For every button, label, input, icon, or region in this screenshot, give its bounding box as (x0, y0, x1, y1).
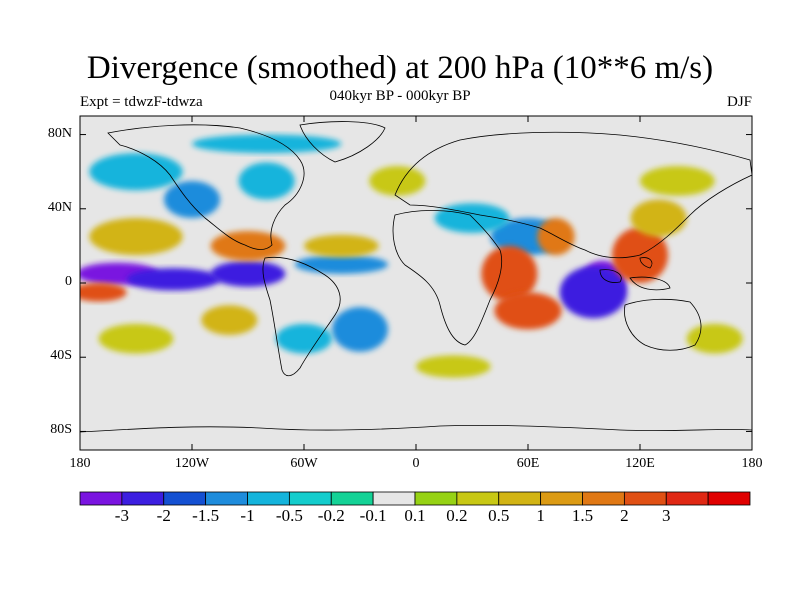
field-contour-28 (369, 166, 426, 196)
field-contour-27 (640, 166, 715, 196)
colorbar-label: 1 (536, 506, 545, 525)
colorbar-label: 3 (662, 506, 671, 525)
colorbar-label: -1 (240, 506, 255, 525)
field-contour-8 (559, 266, 627, 319)
field-contour-4 (164, 180, 220, 219)
coastline-africa (392, 210, 503, 346)
field-contour-17 (481, 245, 538, 302)
field-contour-10 (434, 203, 510, 233)
colorbar-swatch (79, 491, 123, 506)
colorbar-swatch (205, 491, 248, 506)
x-tick-label: 60W (290, 456, 318, 471)
field-contour-3 (294, 255, 389, 274)
colorbar-swatch (163, 491, 207, 506)
season-label: DJF (726, 94, 752, 110)
colorbar-swatch (582, 491, 625, 506)
field-contour-14 (210, 231, 286, 261)
y-tick-label: 80S (50, 422, 72, 438)
field-contour-21 (630, 199, 687, 237)
field-contour-6 (89, 153, 183, 191)
colorbar-label: 0.1 (404, 506, 426, 525)
colorbar-label: -3 (114, 506, 129, 525)
coastline-eurasia (394, 131, 752, 259)
x-tick-label: 120E (625, 456, 655, 471)
field-contour-24 (416, 355, 491, 378)
colorbar-label: 1.5 (571, 506, 594, 525)
colorbar-swatch (121, 491, 165, 506)
field-contour-11 (332, 307, 388, 352)
colorbar-label: -0.2 (317, 506, 345, 525)
plot-title: Divergence (smoothed) at 200 hPa (10**6 … (86, 50, 714, 86)
colorbar-swatch (665, 491, 709, 506)
y-tick-label: 0 (65, 274, 72, 289)
coastline-north-america (107, 124, 305, 250)
colorbar-swatch (414, 491, 458, 506)
x-tick-label: 60E (516, 456, 540, 471)
field-contour-13 (89, 218, 183, 256)
field-contour-18 (494, 292, 562, 330)
colorbar-swatch (372, 491, 416, 506)
colorbar-swatch (540, 491, 583, 506)
field-contour-12 (276, 323, 332, 354)
field-contour-5 (238, 162, 295, 200)
colorbar (79, 491, 751, 506)
colorbar-swatch (498, 491, 542, 506)
x-tick-label: 120W (174, 456, 210, 471)
x-tick-label: 180 (69, 456, 91, 471)
colorbar-label: 2 (620, 506, 629, 525)
field-contour-22 (201, 305, 258, 335)
field-contour-25 (686, 323, 743, 354)
experiment-label: Expt = tdwzF-tdwza (80, 94, 203, 110)
x-tick-label: 180 (741, 456, 763, 471)
y-tick-label: 80N (47, 125, 72, 141)
colorbar-swatch (247, 491, 290, 506)
y-tick-label: 40S (50, 348, 72, 364)
colorbar-label: -0.5 (275, 506, 303, 525)
coastline-antarctica (80, 424, 752, 433)
field-contour-23 (98, 323, 174, 354)
colorbar-swatch (623, 491, 667, 506)
colorbar-label: 0.2 (446, 506, 468, 525)
colorbar-swatch (288, 491, 332, 506)
colorbar-label: 0.5 (488, 506, 510, 525)
x-tick-label: 0 (412, 456, 420, 471)
field-contour-1 (126, 268, 220, 291)
field-contour-26 (192, 134, 342, 154)
coastline-australia (624, 298, 702, 351)
colorbar-swatch (456, 491, 500, 506)
field-contour-16 (80, 283, 127, 302)
colorbar-label: -1.5 (192, 506, 220, 525)
colorbar-swatch (330, 491, 374, 506)
field-contour-2 (210, 260, 286, 287)
y-tick-label: 40N (47, 199, 72, 215)
colorbar-label: -0.1 (359, 506, 387, 525)
coastlines (80, 121, 752, 433)
divergence-field (80, 116, 752, 450)
coastline-south-america (262, 256, 341, 377)
plot-subtitle: 040kyr BP - 000kyr BP (329, 88, 471, 104)
coastline-maritime-continent (599, 257, 671, 291)
coastline-greenland (299, 121, 386, 163)
colorbar-swatch (707, 491, 751, 506)
field-contour-15 (304, 234, 379, 258)
colorbar-label: -2 (156, 506, 171, 525)
